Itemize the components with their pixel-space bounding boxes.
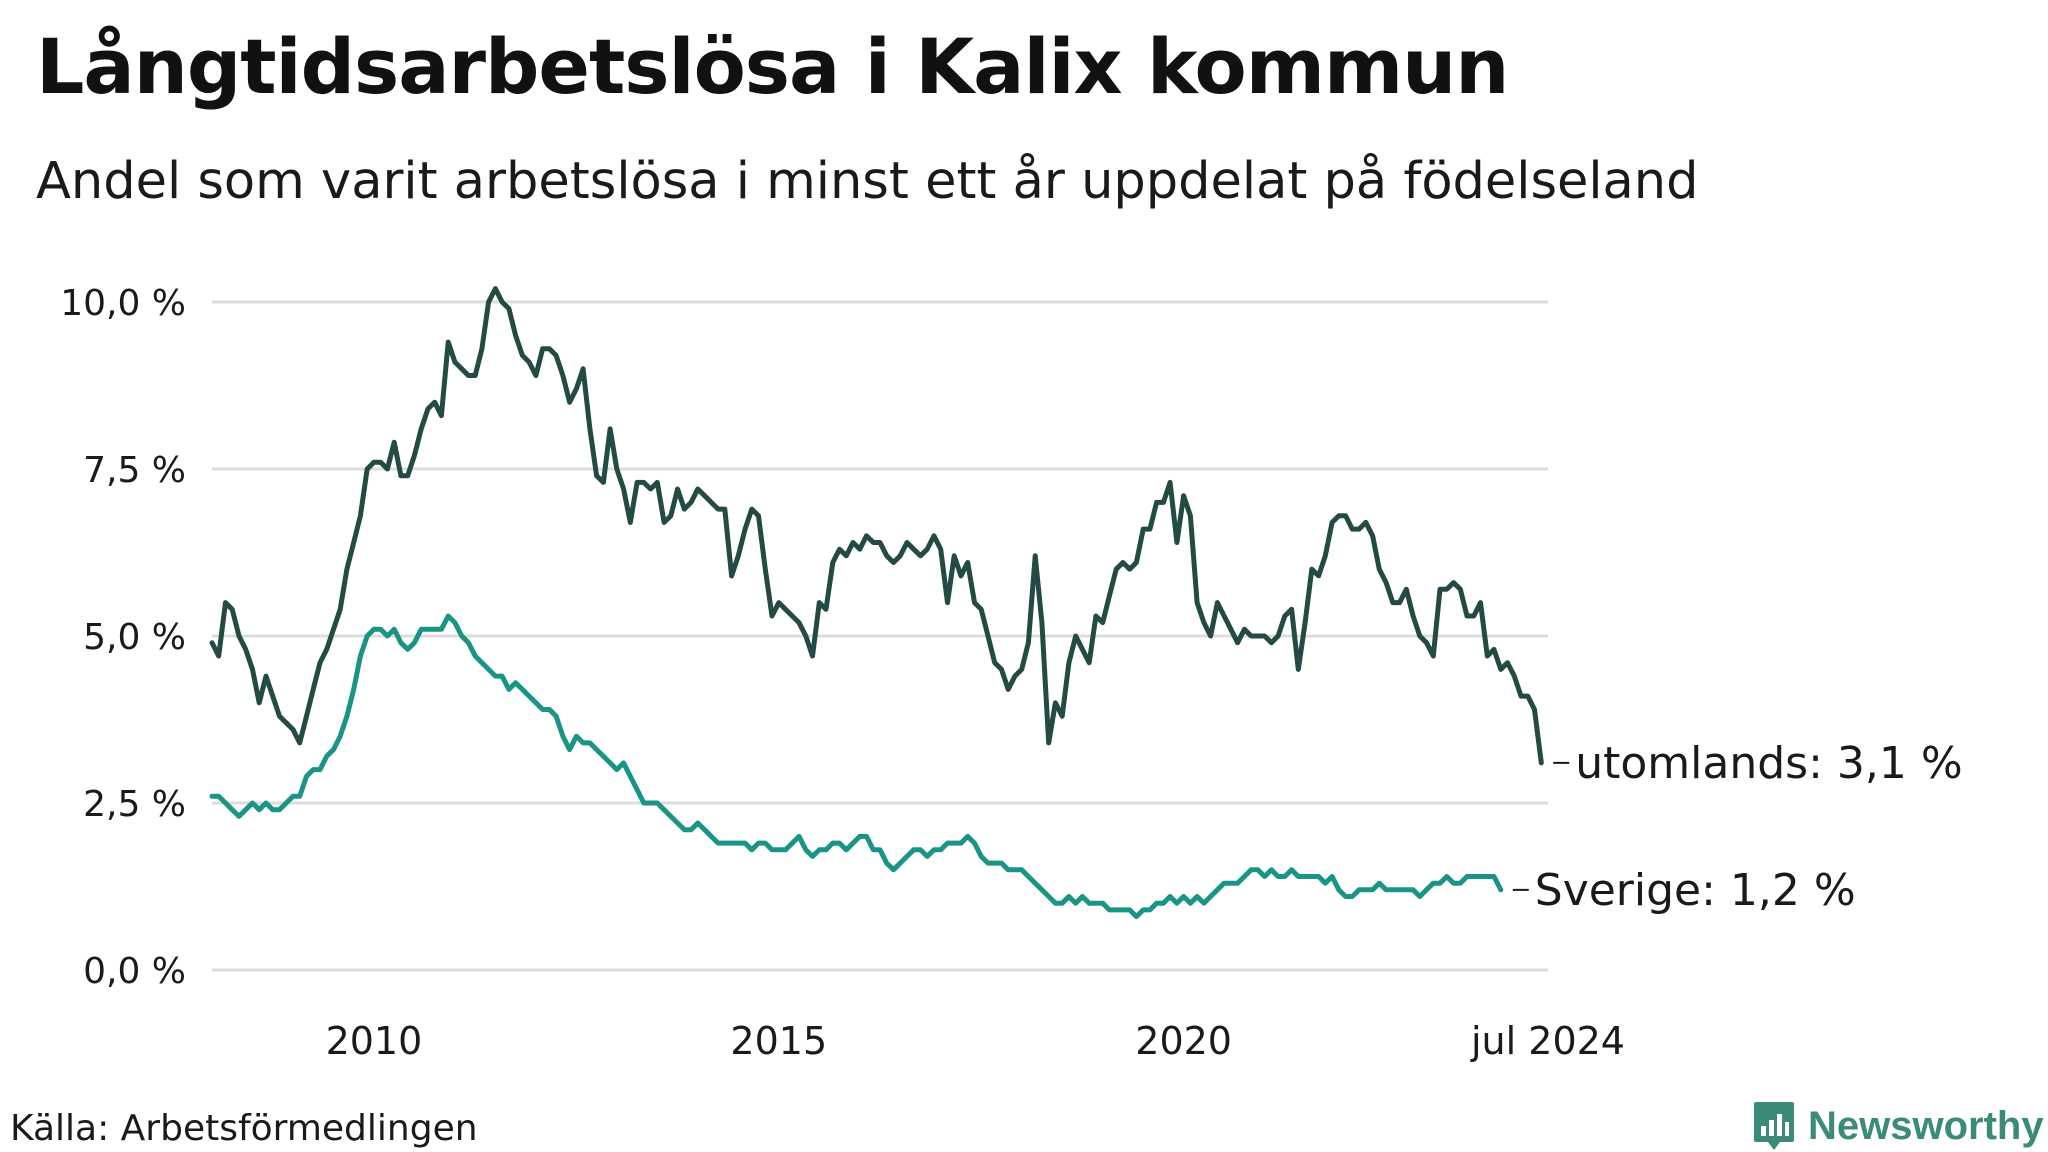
x-tick-label: 2020 <box>1135 1019 1232 1063</box>
y-tick-label: 0,0 % <box>83 951 186 992</box>
chart-subtitle: Andel som varit arbetslösa i minst ett å… <box>36 152 1699 211</box>
end-labels: utomlands: 3,1 % Sverige: 1,2 % <box>1512 738 1963 916</box>
end-label-utomlands: utomlands: 3,1 % <box>1575 738 1962 789</box>
x-axis: 2010 2015 2020 jul 2024 <box>326 1019 1625 1063</box>
y-tick-label: 2,5 % <box>83 784 186 825</box>
end-label-sverige: Sverige: 1,2 % <box>1535 865 1856 916</box>
source-note: Källa: Arbetsförmedlingen <box>10 1108 478 1149</box>
bar-chart-icon <box>1754 1102 1794 1150</box>
y-tick-label: 7,5 % <box>83 450 186 491</box>
series-lines <box>209 286 1544 920</box>
x-tick-label: 2010 <box>326 1019 423 1063</box>
series-line-utomlands <box>209 286 1544 766</box>
series-line-sverige <box>209 613 1504 920</box>
x-tick-label: jul 2024 <box>1470 1019 1625 1063</box>
x-tick-label: 2015 <box>730 1019 827 1063</box>
y-tick-label: 5,0 % <box>83 617 186 658</box>
newsworthy-logo: Newsworthy <box>1752 1100 2044 1152</box>
brand-name: Newsworthy <box>1808 1103 2044 1148</box>
chart-title: Långtidsarbetslösa i Kalix kommun <box>36 22 1509 111</box>
y-tick-label: 10,0 % <box>60 283 186 324</box>
y-axis: 0,0 % 2,5 % 5,0 % 7,5 % 10,0 % <box>60 283 186 992</box>
gridlines <box>212 300 1548 972</box>
